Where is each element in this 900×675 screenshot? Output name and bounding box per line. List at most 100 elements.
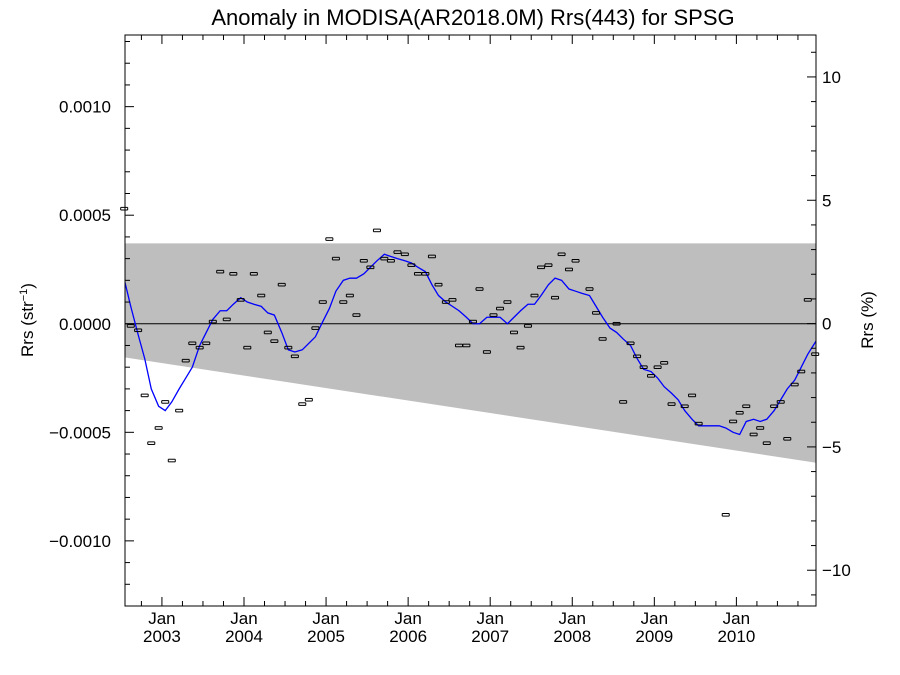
data-point [366,265,375,270]
data-point [612,321,621,326]
data-point [797,369,806,374]
data-point [537,265,546,270]
y-right-tick-label: 5 [822,191,831,210]
data-point [304,397,313,402]
data-point [585,287,594,291]
data-point [154,426,163,430]
data-point [688,393,697,398]
data-point [509,330,518,335]
data-point [372,228,381,233]
x-tick-month-label: Jan [723,609,750,628]
x-tick-year-label: 2007 [471,627,509,646]
data-point [598,337,607,341]
data-point [359,258,368,263]
data-point [462,343,471,348]
data-point [284,345,293,350]
data-point [263,330,272,335]
data-point [639,365,648,369]
data-point [770,404,779,409]
data-point [421,272,430,276]
envelope-layer [125,243,816,463]
data-point [530,293,539,298]
data-point [523,324,532,328]
data-point [325,237,334,241]
data-point [496,306,505,311]
data-point [619,400,628,404]
data-point [352,313,361,317]
data-point [660,361,669,365]
data-point [181,358,190,363]
x-tick-month-label: Jan [559,609,586,628]
data-point [647,374,656,378]
data-point [749,432,758,437]
x-tick-year-label: 2006 [389,627,427,646]
data-point [195,345,204,350]
y-left-tick-label: 0.0005 [59,206,111,225]
data-point [229,272,238,276]
data-point [557,252,566,257]
data-point [249,272,258,276]
data-point [380,256,389,261]
data-point [400,252,409,257]
data-point [571,258,580,263]
data-point [434,282,443,287]
data-point [790,382,799,387]
data-point [345,293,354,298]
x-tick-month-label: Jan [230,609,257,628]
data-point [776,400,785,404]
data-point [742,404,751,409]
plot-frame [124,34,817,607]
data-point [489,313,498,317]
x-tick-month-label: Jan [312,609,339,628]
data-point [551,295,560,300]
data-point [762,441,771,445]
data-point [147,441,156,445]
data-point [475,287,484,291]
data-point [783,437,792,441]
x-tick-year-label: 2008 [553,627,591,646]
y-right-tick-label: 10 [822,68,841,87]
data-point [653,365,662,369]
data-point [503,300,512,304]
data-point [544,263,553,267]
data-point [721,513,730,517]
y-axis-right-label: Rrs (%) [858,291,877,349]
data-point [516,345,525,350]
data-point [134,328,143,333]
data-point [277,282,286,287]
data-point [290,354,299,359]
uncertainty-envelope [125,243,816,463]
y-left-tick-label: −0.0005 [49,423,111,442]
data-point [386,258,395,263]
data-point [633,354,642,359]
x-tick-year-label: 2003 [143,627,181,646]
data-point [756,426,765,430]
data-point [216,269,225,274]
x-tick-month-label: Jan [148,609,175,628]
y-left-tick-label: 0.0010 [59,98,111,117]
x-tick-year-label: 2009 [635,627,673,646]
data-point [441,300,450,304]
data-point [427,254,436,259]
data-point [243,345,252,350]
data-point [236,298,245,302]
data-point [339,300,348,304]
y-right-tick-label: −5 [822,438,841,457]
data-point [126,324,135,328]
axis-ticks-layer: 0.0010 0.0005 0.0000 −0.0005 −0.0010 10 5 0 −5 −1… [49,35,851,646]
data-point [667,402,676,406]
data-point [811,352,820,356]
x-tick-month-label: Jan [476,609,503,628]
data-point [202,341,211,346]
x-tick-year-label: 2010 [717,627,755,646]
data-point [311,326,320,330]
data-point [468,319,477,324]
x-tick-year-label: 2004 [225,627,263,646]
data-point [803,298,812,302]
data-point [331,256,340,261]
data-point [694,421,703,426]
data-point [448,298,457,302]
data-point [167,458,176,463]
data-point [257,293,266,298]
